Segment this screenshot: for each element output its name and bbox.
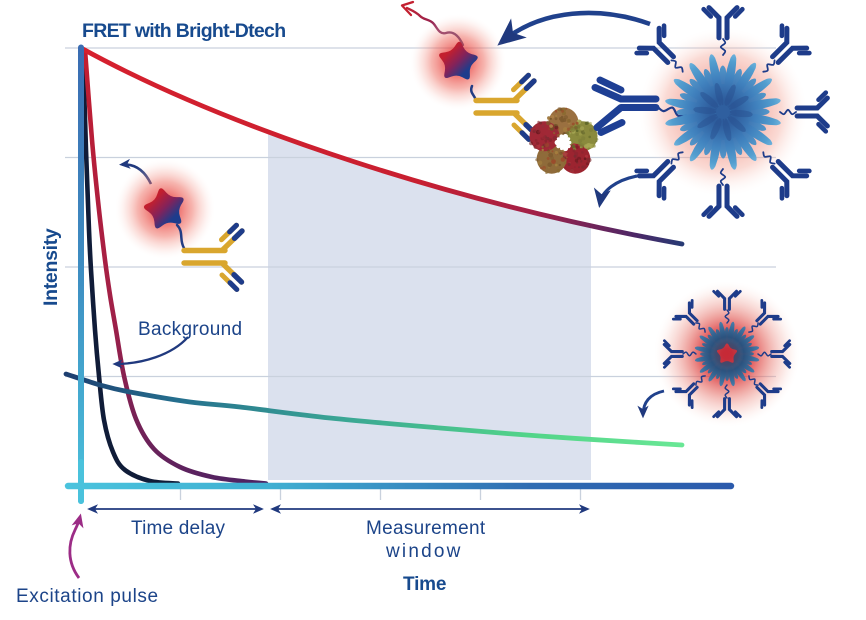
svg-text:Excitation pulse: Excitation pulse — [16, 586, 159, 607]
svg-text:Time delay: Time delay — [131, 518, 226, 539]
svg-text:Time: Time — [403, 574, 446, 595]
svg-text:Intensity: Intensity — [40, 228, 62, 306]
svg-text:Measurement: Measurement — [366, 518, 486, 539]
svg-text:window: window — [385, 541, 463, 562]
svg-text:Background: Background — [138, 319, 242, 340]
svg-text:FRET with Bright-Dtech: FRET with Bright-Dtech — [82, 20, 285, 42]
